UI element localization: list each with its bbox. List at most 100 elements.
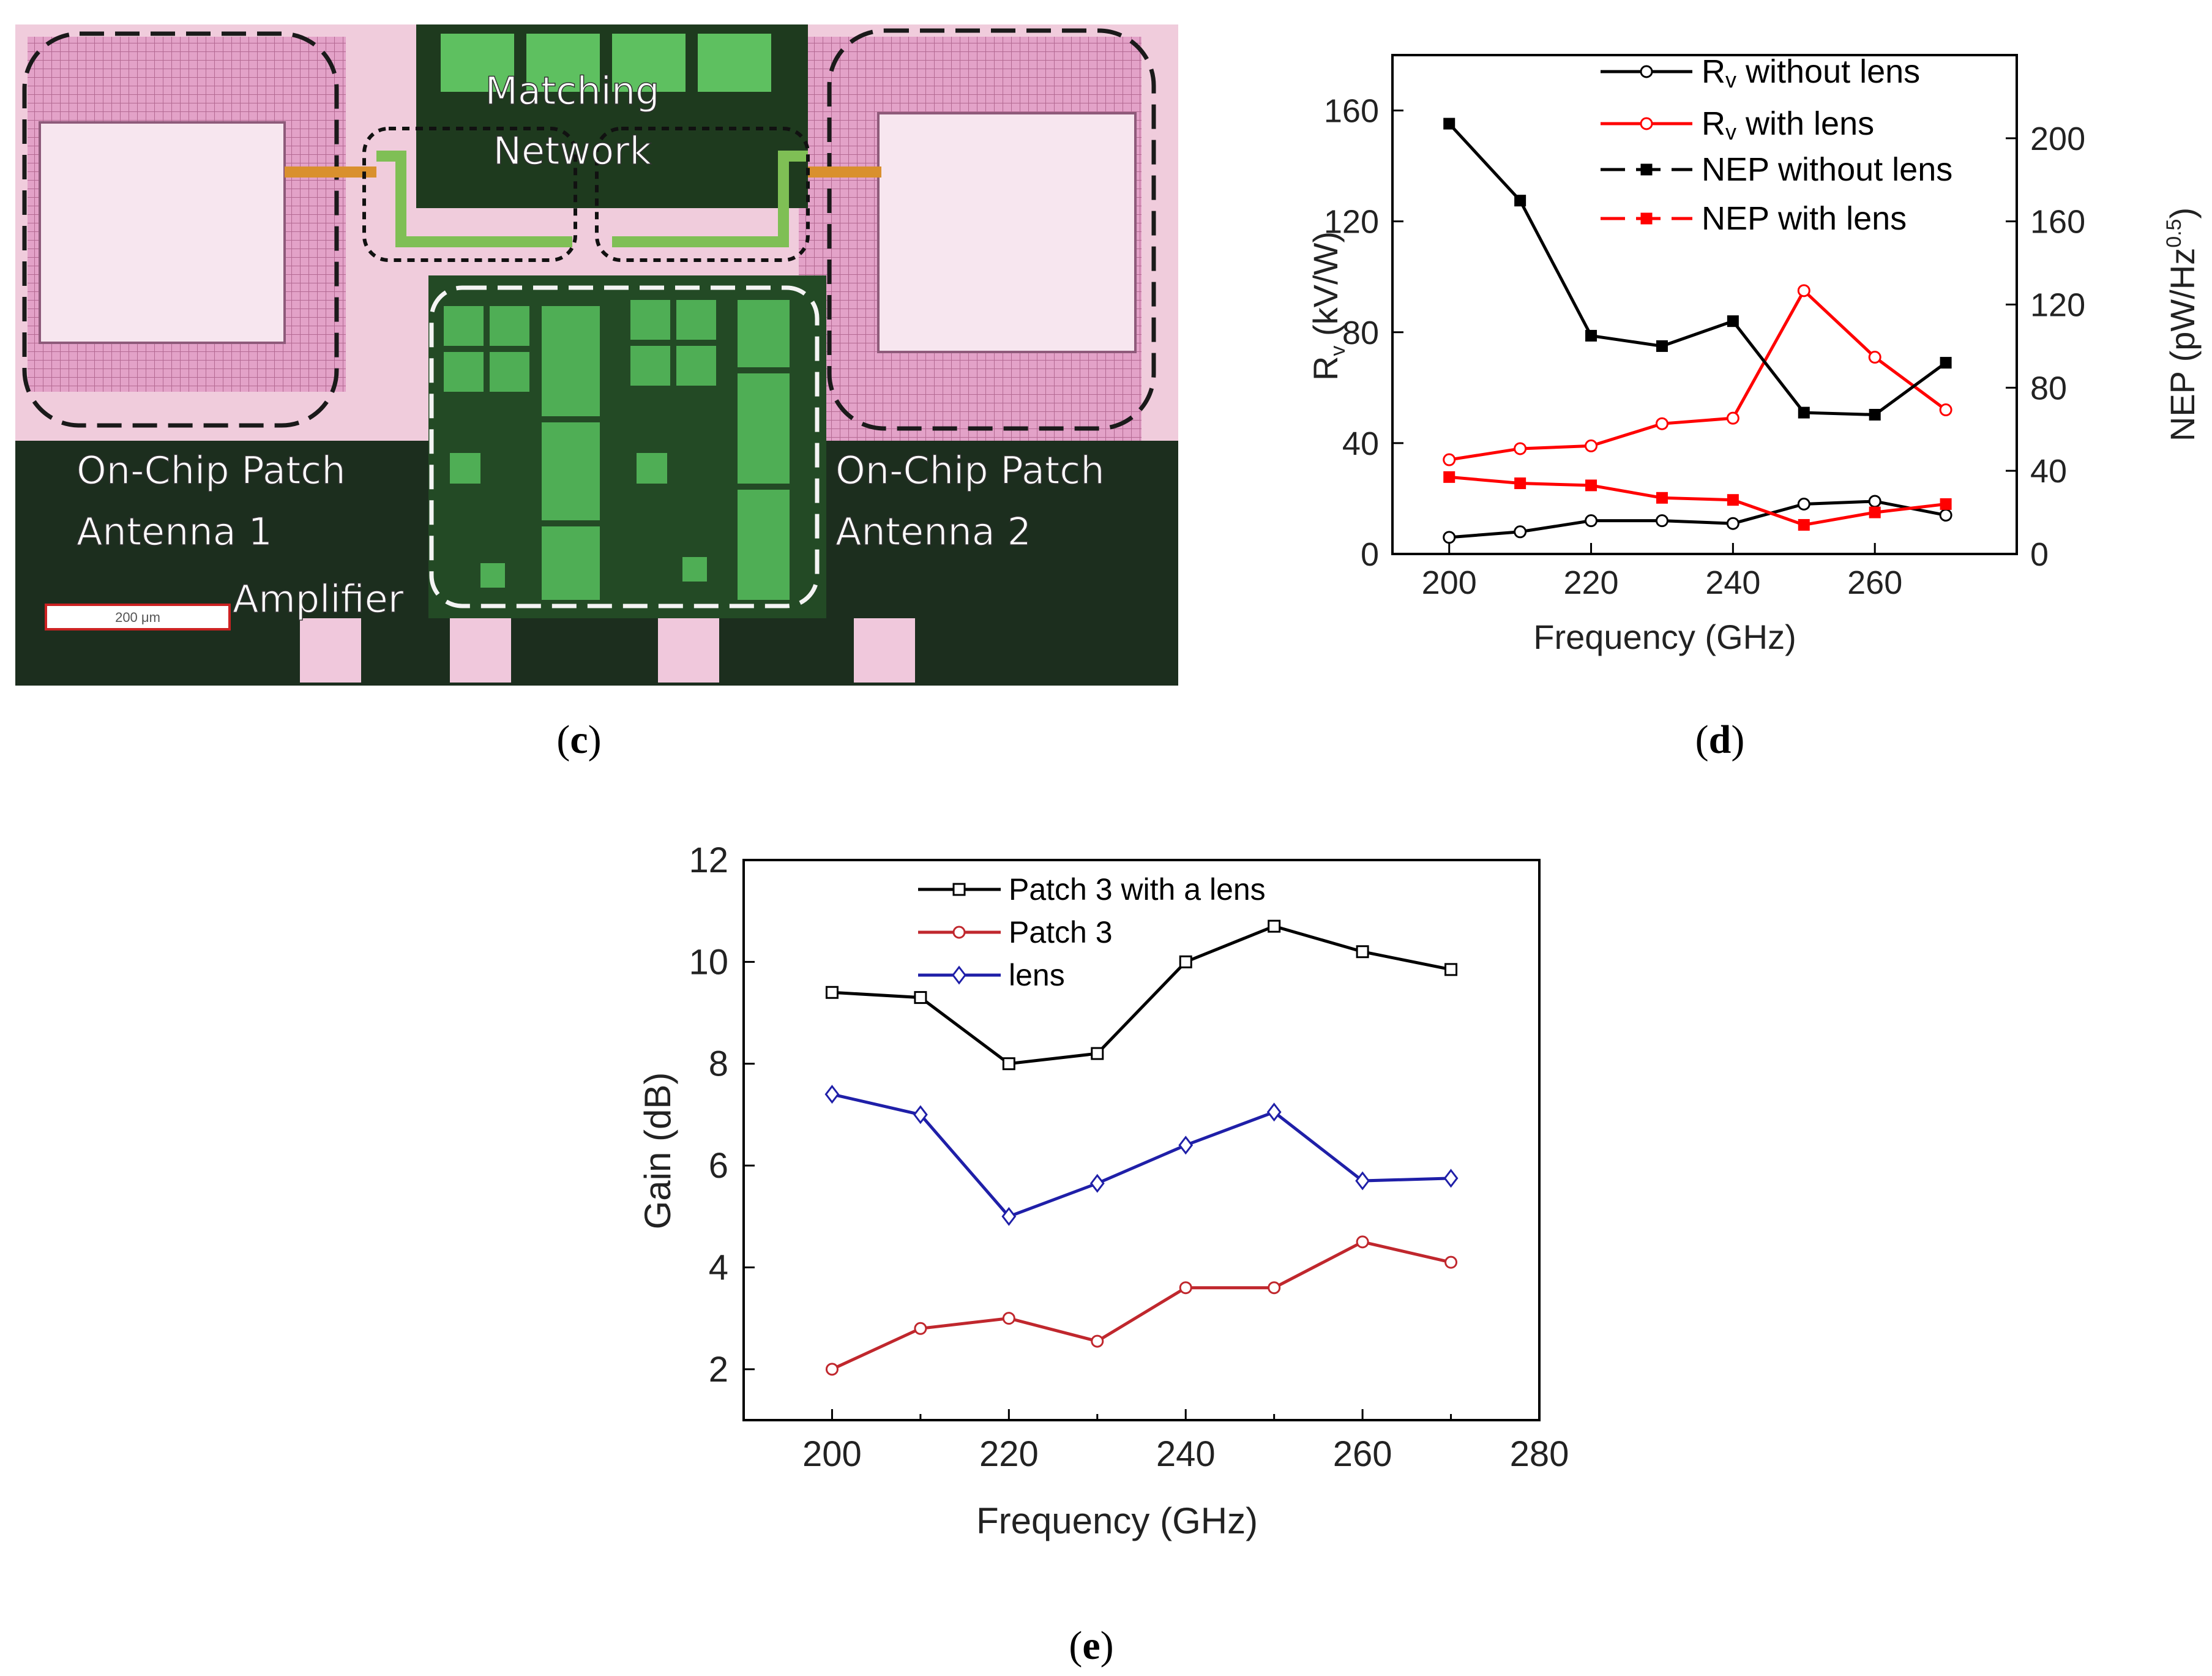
matching-pad — [526, 34, 600, 92]
chart-d-xtick-label: 200 — [1422, 564, 1477, 601]
chart-e-series-line-2 — [831, 1093, 1451, 1219]
chart-d-point-s1-3 — [1655, 417, 1668, 430]
chart-e-legend-label-2: lens — [1009, 958, 1065, 992]
chart-e-point-s1-1 — [914, 1322, 927, 1335]
chart-e-point-s0-1 — [914, 991, 927, 1004]
chart-e-point-s2-0 — [824, 1085, 840, 1104]
chart-d-plot-frame — [1391, 54, 2018, 555]
chart-d-point-s1-6 — [1868, 351, 1881, 364]
chart-d-xtick-label: 260 — [1847, 564, 1902, 601]
chart-e-xtick-label: 280 — [1510, 1434, 1569, 1474]
chart-e-point-s0-6 — [1356, 945, 1369, 959]
matching-trace-right — [612, 151, 808, 247]
chart-d-y2tick-label: 80 — [2030, 370, 2067, 406]
chart-d-point-s2-2 — [1585, 329, 1597, 342]
chart-e-xlabel: Frequency (GHz) — [976, 1500, 1258, 1541]
chart-e-point-s1-4 — [1179, 1281, 1192, 1295]
caption-c: (c) — [556, 717, 601, 762]
chart-d-series-line-1 — [1449, 288, 1947, 462]
chart-e-ytick-label: 2 — [709, 1350, 728, 1390]
chart-e-point-s2-4 — [1178, 1135, 1194, 1155]
chart-d-y2tick-label: 160 — [2030, 204, 2085, 241]
chart-e-series-line-0 — [832, 924, 1452, 1066]
chart-e-ytick-label: 8 — [709, 1044, 728, 1084]
antenna-1-label-line1: On-Chip Patch — [77, 448, 346, 493]
matching-outline-left — [362, 127, 577, 262]
chart-e-ylabel: Gain (dB) — [637, 1072, 678, 1230]
chart-d-xlabel: Frequency (GHz) — [1533, 618, 1796, 656]
chart-e-xtick-label: 260 — [1333, 1434, 1392, 1474]
amplifier-outline — [429, 285, 820, 608]
chart-e-point-s1-3 — [1091, 1334, 1104, 1348]
chart-d: 200 220 240 260 0 40 80 120 160 0 40 80 120 160 200 Fr… — [1306, 53, 2202, 656]
feed-line-2 — [808, 166, 881, 178]
matching-pad — [698, 34, 771, 92]
chart-d-legend-marker-0 — [1640, 65, 1653, 78]
chart-d-ylabel: Rv (kV/W) — [1306, 231, 1350, 381]
antenna-2-label-line1: On-Chip Patch — [835, 448, 1105, 493]
chart-e-point-s1-6 — [1356, 1235, 1369, 1249]
chart-d-point-s1-2 — [1585, 439, 1598, 452]
chart-e-point-s2-2 — [1001, 1206, 1017, 1226]
chart-d-point-s1-1 — [1514, 442, 1527, 455]
chart-d-point-s3-3 — [1656, 492, 1668, 504]
feed-line-1 — [285, 166, 376, 178]
chart-d-point-s2-1 — [1514, 195, 1526, 207]
chart-d-axes: 200 220 240 260 0 40 80 120 160 0 40 80 120 160 200 — [1324, 93, 2085, 601]
chart-d-ytick-label: 120 — [1324, 204, 1379, 241]
bond-pads — [300, 618, 915, 683]
chart-d-point-s2-3 — [1656, 340, 1668, 352]
chart-e-ytick-label: 6 — [709, 1146, 728, 1186]
chart-e-point-s1-2 — [1002, 1312, 1015, 1325]
amplifier-components — [444, 300, 790, 600]
chart-e-legend-label-0: Patch 3 with a lens — [1009, 872, 1266, 907]
chart-e-point-s0-7 — [1444, 963, 1458, 976]
chart-d-series — [1443, 118, 1952, 544]
chart-e-legend-marker-1 — [952, 926, 966, 939]
chart-e-point-s2-5 — [1266, 1102, 1282, 1122]
chart-d-ytick-label: 0 — [1361, 536, 1379, 573]
chart-d-point-s2-7 — [1940, 357, 1952, 369]
chart-d-point-s1-5 — [1797, 284, 1810, 297]
amplifier-label: Amplifier — [233, 577, 404, 621]
chart-e-point-s0-4 — [1179, 955, 1192, 968]
chart-d-point-s0-3 — [1655, 514, 1668, 528]
chart-d-y2tick-label: 200 — [2030, 121, 2085, 157]
chart-e-point-s2-7 — [1443, 1169, 1459, 1188]
chart-d-legend-label-3: NEP with lens — [1702, 200, 1907, 237]
chart-d-point-s3-4 — [1727, 494, 1739, 506]
chart-e-series-line-1 — [831, 1240, 1452, 1371]
chart-e-legend: Patch 3 with a lens Patch 3 lens — [918, 872, 1266, 992]
chart-d-point-s0-2 — [1585, 514, 1598, 528]
matching-network-label-line1: Matching — [485, 69, 659, 113]
chart-d-point-s1-4 — [1726, 411, 1739, 425]
chart-d-point-s3-7 — [1940, 498, 1952, 510]
chart-e-point-s0-3 — [1091, 1047, 1104, 1060]
chart-d-legend-label-2: NEP without lens — [1702, 151, 1952, 188]
matching-pad — [612, 34, 686, 92]
chart-e-point-s2-6 — [1355, 1171, 1370, 1191]
chart-e-axes: 200 220 240 260 280 2 4 6 8 10 12 — [689, 840, 1569, 1474]
chart-e-point-s1-0 — [825, 1363, 839, 1376]
chart-d-point-s0-7 — [1939, 509, 1952, 522]
chart-e-legend-marker-0 — [952, 883, 966, 896]
chart-e-point-s0-5 — [1268, 919, 1281, 933]
chart-d-y2tick-label: 120 — [2030, 287, 2085, 324]
scale-bar — [45, 604, 231, 630]
chart-d-y2tick-label: 40 — [2030, 453, 2067, 490]
chart-d-xtick-label: 220 — [1563, 564, 1618, 601]
chart-d-point-s0-6 — [1868, 495, 1881, 508]
chart-d-point-s1-0 — [1443, 453, 1456, 466]
chart-e-point-s2-1 — [913, 1105, 928, 1124]
chart-d-point-s2-6 — [1869, 408, 1881, 421]
chart-e-plot-frame — [742, 859, 1541, 1421]
chart-d-point-s2-5 — [1798, 406, 1810, 419]
chart-d-point-s3-0 — [1443, 471, 1455, 483]
matching-network-label-line2: Network — [493, 129, 652, 173]
chart-d-legend-label-0: Rv without lens — [1702, 53, 1920, 92]
antenna-1-label-line2: Antenna 1 — [77, 509, 272, 554]
chart-d-point-s0-1 — [1514, 525, 1527, 539]
antenna-1-outline — [22, 31, 339, 428]
chart-d-point-s0-4 — [1726, 517, 1739, 530]
